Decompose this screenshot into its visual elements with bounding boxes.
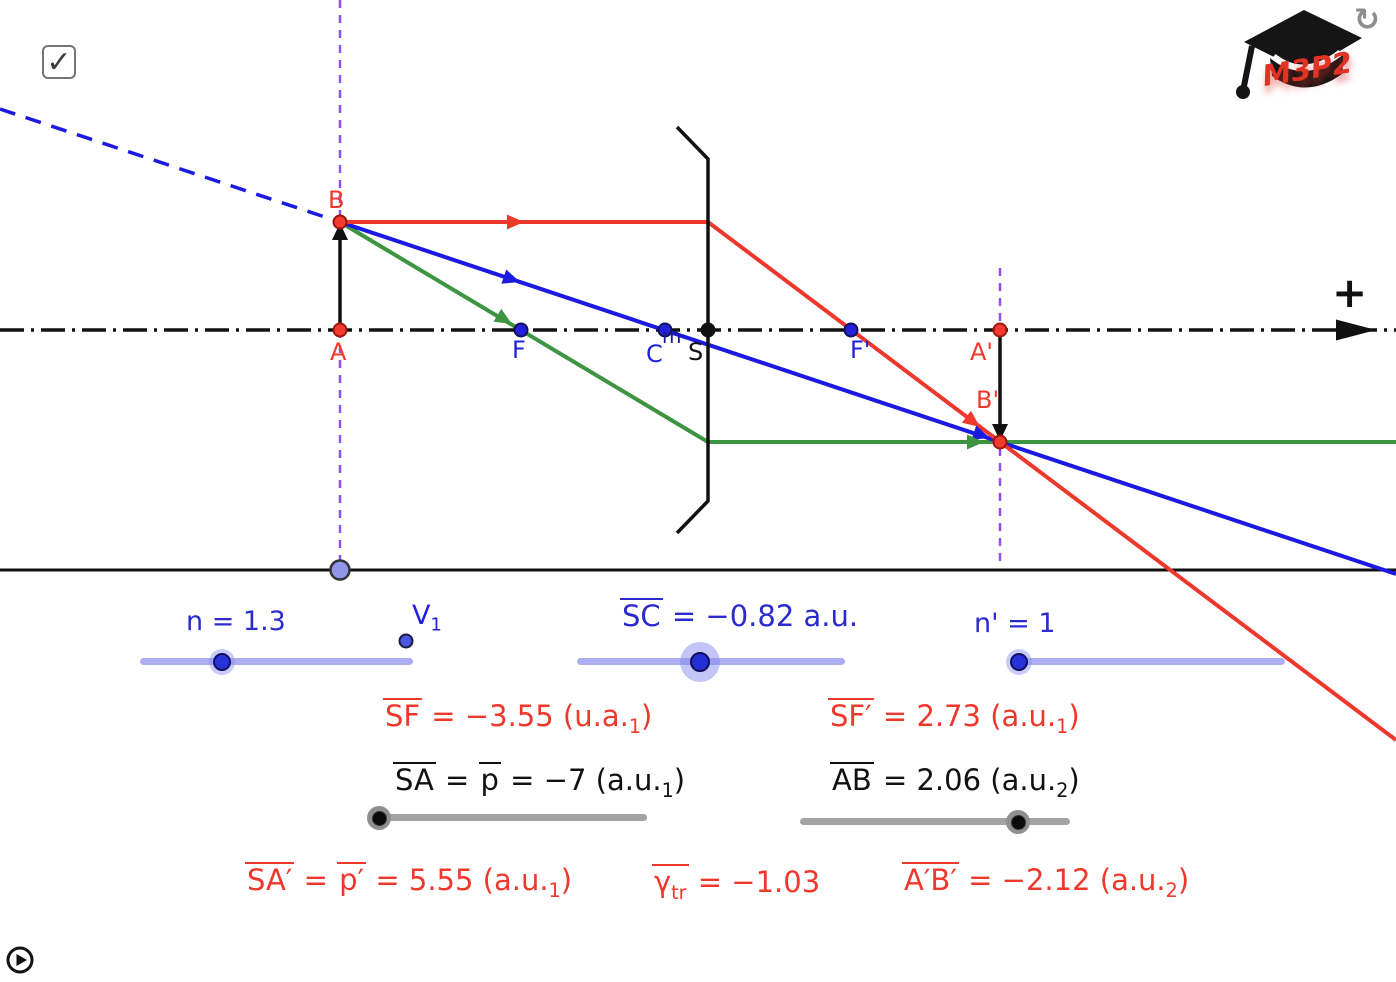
readout-AB: AB = 2.06 (a.u.2) xyxy=(830,762,1080,802)
green-ray xyxy=(338,220,1396,444)
point-A-prime xyxy=(992,322,1008,338)
positive-direction-sign: + xyxy=(1332,268,1368,317)
show-elements-checkbox[interactable]: ✓ xyxy=(42,44,76,80)
readout-SA-prime: SA′ = p′ = 5.55 (a.u.1) xyxy=(245,862,573,902)
label-point-m: m xyxy=(662,324,682,348)
label-point-F-prime: F' xyxy=(850,336,871,364)
label-point-V1: V1 xyxy=(412,600,442,636)
blue-ray-virtual-extension xyxy=(0,107,341,224)
green-ray-arrowhead-2 xyxy=(967,434,984,450)
slider-n-label: n = 1.3 xyxy=(186,606,286,637)
point-F-prime xyxy=(843,322,859,338)
slider-sc-label: SC = −0.82 a.u. xyxy=(620,598,859,633)
slider-n-prime-track[interactable] xyxy=(1018,658,1285,665)
label-point-B: B xyxy=(328,186,345,214)
image-arrowhead xyxy=(992,424,1008,441)
point-B-prime xyxy=(992,434,1008,450)
point-S xyxy=(700,322,716,338)
readout-SA: SA = p = −7 (a.u.1) xyxy=(393,762,686,802)
green-ray-arrowhead-1 xyxy=(493,308,512,324)
slider-sa-track[interactable] xyxy=(377,814,647,821)
blue-ray-arrowhead-2 xyxy=(971,425,990,440)
readout-SF: SF = −3.55 (u.a.1) xyxy=(383,698,653,738)
object-arrowhead xyxy=(332,223,348,240)
readout-A-prime-B-prime: A′B′ = −2.12 (a.u.2) xyxy=(902,862,1190,902)
readout-gamma-tr: γtr = −1.03 xyxy=(652,864,821,904)
slider-ab-handle[interactable] xyxy=(1006,810,1030,834)
blue-ray xyxy=(339,220,1396,576)
checkmark-icon: ✓ xyxy=(46,44,72,80)
label-point-C: C xyxy=(646,340,663,368)
point-C xyxy=(657,322,673,338)
point-A xyxy=(332,322,348,338)
label-point-F: F xyxy=(512,336,526,364)
label-point-B-prime: B' xyxy=(976,386,1000,414)
play-icon xyxy=(6,946,34,974)
point-V1[interactable] xyxy=(398,633,414,649)
slider-n-track[interactable] xyxy=(140,658,413,665)
play-button[interactable] xyxy=(6,946,36,976)
slider-sc-handle[interactable] xyxy=(680,642,720,682)
slider-n-prime-label: n' = 1 xyxy=(974,608,1056,639)
label-point-A: A xyxy=(330,338,347,366)
axis-arrowhead xyxy=(1336,319,1376,341)
red-ray-arrowhead-2 xyxy=(961,410,980,427)
blue-ray-arrowhead-1 xyxy=(501,269,520,284)
point-F xyxy=(513,322,529,338)
readout-SF-prime: SF′ = 2.73 (a.u.1) xyxy=(828,698,1080,738)
slider-ab-track[interactable] xyxy=(800,818,1070,825)
slider-n-handle[interactable] xyxy=(209,649,235,675)
red-ray-arrowhead-1 xyxy=(507,214,524,230)
label-point-A-prime: A' xyxy=(970,338,994,366)
label-point-S: S xyxy=(688,338,704,366)
reset-icon[interactable]: ↻ xyxy=(1354,2,1380,38)
slider-sa-handle[interactable] xyxy=(367,806,391,830)
slider-n-prime-handle[interactable] xyxy=(1006,649,1032,675)
graduation-cap-icon xyxy=(1236,10,1362,99)
point-B xyxy=(332,214,348,230)
object-position-control-point[interactable] xyxy=(329,559,351,581)
logo xyxy=(1232,0,1396,110)
